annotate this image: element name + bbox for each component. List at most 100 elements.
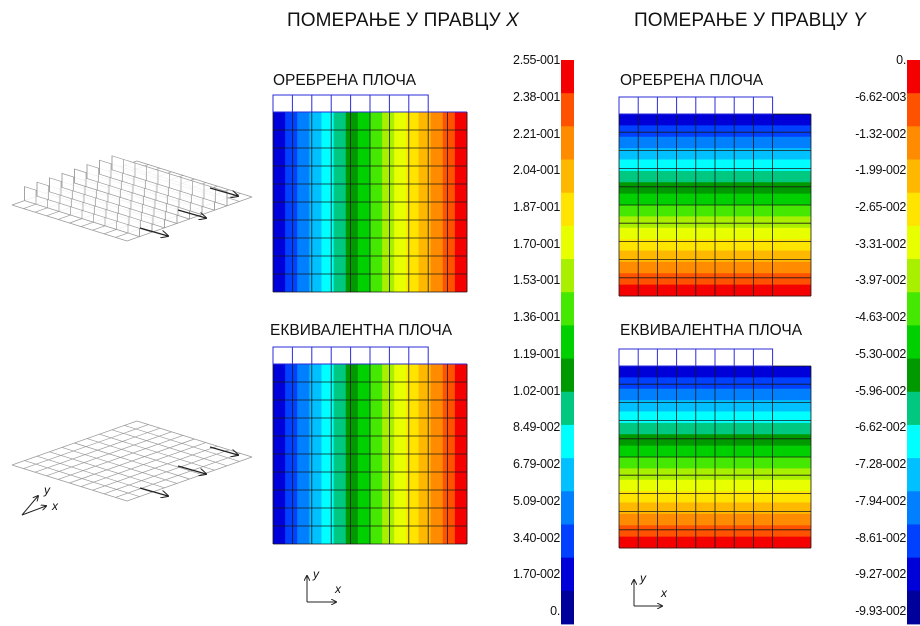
legend-color-swatch — [907, 259, 920, 293]
legend-label: 2.38-001 — [513, 89, 560, 104]
wire-line — [99, 433, 215, 471]
axis-label-x-left: x — [52, 499, 58, 513]
legend-color-swatch — [907, 93, 920, 127]
legend-color-swatch — [561, 424, 574, 459]
legend-color-swatch — [561, 491, 574, 525]
wire-line — [126, 456, 253, 502]
legend-label: 0. — [896, 53, 906, 67]
legend-color-swatch — [561, 60, 574, 94]
legend-color-swatch — [561, 225, 574, 260]
load-arrow-icon — [139, 187, 238, 236]
legend-color-swatch — [561, 325, 574, 359]
wire-line — [115, 453, 241, 498]
title-x-axis-letter: X — [506, 10, 519, 31]
legend-color-swatch — [907, 524, 920, 559]
legend-label: -1.99-002 — [855, 163, 906, 178]
contour-plot-y — [618, 96, 812, 297]
legend-label: -7.94-002 — [855, 493, 906, 508]
legend-label: 0. — [550, 604, 560, 618]
subtitle-equivalent-plate-x: ЕКВИВАЛЕНТНА ПЛОЧА — [270, 322, 453, 339]
legend-color-swatch — [561, 259, 574, 293]
legend-label: -6.62-003 — [855, 89, 906, 104]
title-displacement-x: ПОМЕРАЊЕ У ПРАВЦУ X — [287, 10, 519, 31]
legend-color-swatch — [907, 391, 920, 426]
legend-color-swatch — [907, 491, 920, 525]
legend-color-swatch — [907, 590, 920, 625]
subtitle-equivalent-plate-y: ЕКВИВАЛЕНТНА ПЛОЧА — [620, 322, 803, 339]
legend-label: -5.96-002 — [855, 383, 906, 398]
legend-color-swatch — [561, 590, 574, 625]
legend-label: 8.49-002 — [513, 420, 560, 435]
legend-label: 1.53-001 — [513, 273, 560, 288]
coordinate-triad-icon — [21, 496, 46, 516]
axis-label-y-left: y — [44, 483, 50, 497]
legend-color-swatch — [907, 424, 920, 459]
legend-label: -1.32-002 — [855, 126, 906, 141]
contour-plots-y — [618, 96, 812, 549]
title-y-axis-letter: Y — [853, 10, 866, 31]
legend-label: -4.63-002 — [855, 310, 906, 325]
legend-label: 1.02-001 — [513, 383, 560, 398]
axis-label-x-bottom-y: x — [661, 586, 667, 600]
legend-color-swatch — [561, 126, 574, 160]
legend-label: 1.87-001 — [513, 199, 560, 214]
axis-label-y-bottom-y: y — [640, 571, 646, 585]
wire-line — [86, 438, 203, 475]
axis-label-y-bottom-x: y — [313, 567, 319, 581]
legend-color-swatch — [907, 358, 920, 393]
legend-color-swatch — [907, 126, 920, 160]
coordinate-triad-icon — [634, 580, 662, 606]
legend-color-swatch — [561, 192, 574, 227]
load-arrow-icon — [139, 446, 238, 496]
legend-label: -3.97-002 — [855, 273, 906, 288]
legend-color-swatch — [907, 225, 920, 260]
wire-line — [69, 438, 195, 484]
legend-label: 2.21-001 — [513, 126, 560, 141]
legend-color-swatch — [561, 292, 574, 326]
wire-line — [124, 425, 240, 462]
legend-label: 2.55-001 — [513, 53, 560, 67]
color-legend-bar-y — [907, 60, 920, 625]
contour-plot-y — [618, 348, 812, 549]
legend-label: 1.19-001 — [513, 346, 560, 361]
legend-color-swatch — [907, 557, 920, 592]
axis-label-x-bottom-x: x — [335, 582, 341, 596]
legend-label: 6.79-002 — [513, 457, 560, 472]
legend-label: 2.04-001 — [513, 163, 560, 178]
legend-label: -8.61-002 — [855, 530, 906, 545]
coordinate-triad-icon — [307, 576, 336, 602]
title-displacement-y: ПОМЕРАЊЕ У ПРАВЦУ Y — [634, 10, 866, 31]
legend-color-swatch — [907, 325, 920, 359]
legend-label: -9.27-002 — [855, 567, 906, 582]
legend-color-swatch — [907, 60, 920, 94]
wire-line — [92, 445, 218, 491]
legend-color-swatch — [907, 192, 920, 227]
legend-color-swatch — [561, 458, 574, 492]
legend-label: 1.70-001 — [513, 236, 560, 251]
wire-line — [103, 449, 230, 495]
legend-label: 5.09-002 — [513, 493, 560, 508]
legend-label: -9.93-002 — [855, 604, 906, 618]
legend-color-swatch — [907, 159, 920, 194]
legend-label: -5.30-002 — [855, 346, 906, 361]
legend-color-swatch — [907, 458, 920, 492]
legend-color-swatch — [561, 159, 574, 194]
legend-color-swatch — [561, 358, 574, 393]
subtitle-ribbed-plate-y: ОРЕБРЕНА ПЛОЧА — [620, 72, 764, 89]
legend-label: -2.65-002 — [855, 199, 906, 214]
subtitle-ribbed-plate-x: ОРЕБРЕНА ПЛОЧА — [273, 72, 417, 89]
legend-label: -6.62-002 — [855, 420, 906, 435]
wire-line — [80, 442, 207, 487]
contour-plot-x — [272, 346, 468, 545]
contour-plot-x — [272, 94, 468, 293]
legend-label: 3.40-002 — [513, 530, 560, 545]
legend-label: 1.70-002 — [513, 567, 560, 582]
legend-color-swatch — [561, 557, 574, 592]
legend-color-swatch — [561, 93, 574, 127]
legend-color-swatch — [561, 391, 574, 426]
legend-label: -3.31-002 — [855, 236, 906, 251]
wire-line — [111, 429, 228, 467]
color-legend-bar-x — [561, 60, 574, 625]
ribbed-plate-wireframe-icon — [11, 155, 253, 242]
